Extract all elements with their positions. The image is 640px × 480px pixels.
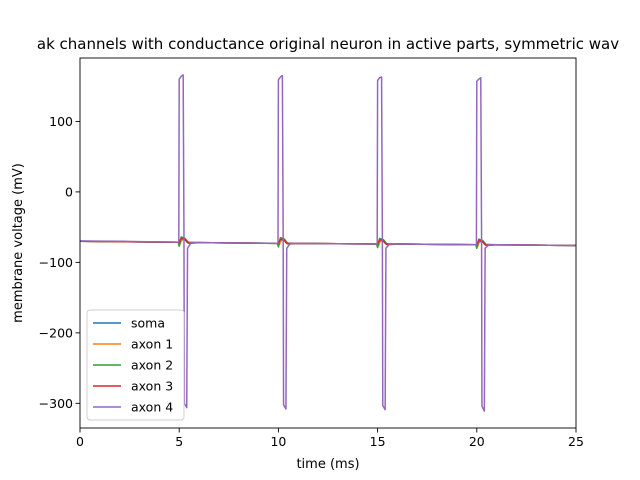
- legend-label: soma: [131, 316, 165, 331]
- y-axis-label: membrane voltage (mV): [11, 163, 26, 323]
- legend-box: [86, 309, 185, 421]
- x-tick-label: 10: [270, 434, 286, 449]
- legend: soma axon 1 axon 2 axon 3 axon 4: [86, 309, 185, 421]
- x-tick-label: 15: [370, 434, 386, 449]
- legend-label: axon 1: [131, 337, 173, 352]
- legend-label: axon 3: [131, 379, 173, 394]
- plot-frame: [79, 57, 577, 429]
- y-tick-label: −100: [39, 255, 73, 270]
- y-tick-label: 0: [65, 184, 73, 199]
- chart-title: ak channels with conductance original ne…: [37, 35, 619, 53]
- series-layer: [80, 74, 576, 412]
- x-axis-label: time (ms): [296, 457, 359, 472]
- x-tick-label: 20: [469, 434, 485, 449]
- legend-label: axon 4: [131, 400, 173, 415]
- x-tick-label: 25: [568, 434, 584, 449]
- x-tick-label: 0: [76, 434, 84, 449]
- series-line-axon-4: [80, 74, 576, 412]
- x-tick-label: 5: [175, 434, 183, 449]
- legend-label: axon 2: [131, 358, 173, 373]
- y-tick-label: −200: [39, 325, 73, 340]
- y-tick-label: −300: [39, 396, 73, 411]
- y-axis: −300 −200 −100 0 100: [39, 114, 80, 411]
- x-axis: 0 5 10 15 20 25: [76, 428, 584, 449]
- y-tick-label: 100: [49, 114, 73, 129]
